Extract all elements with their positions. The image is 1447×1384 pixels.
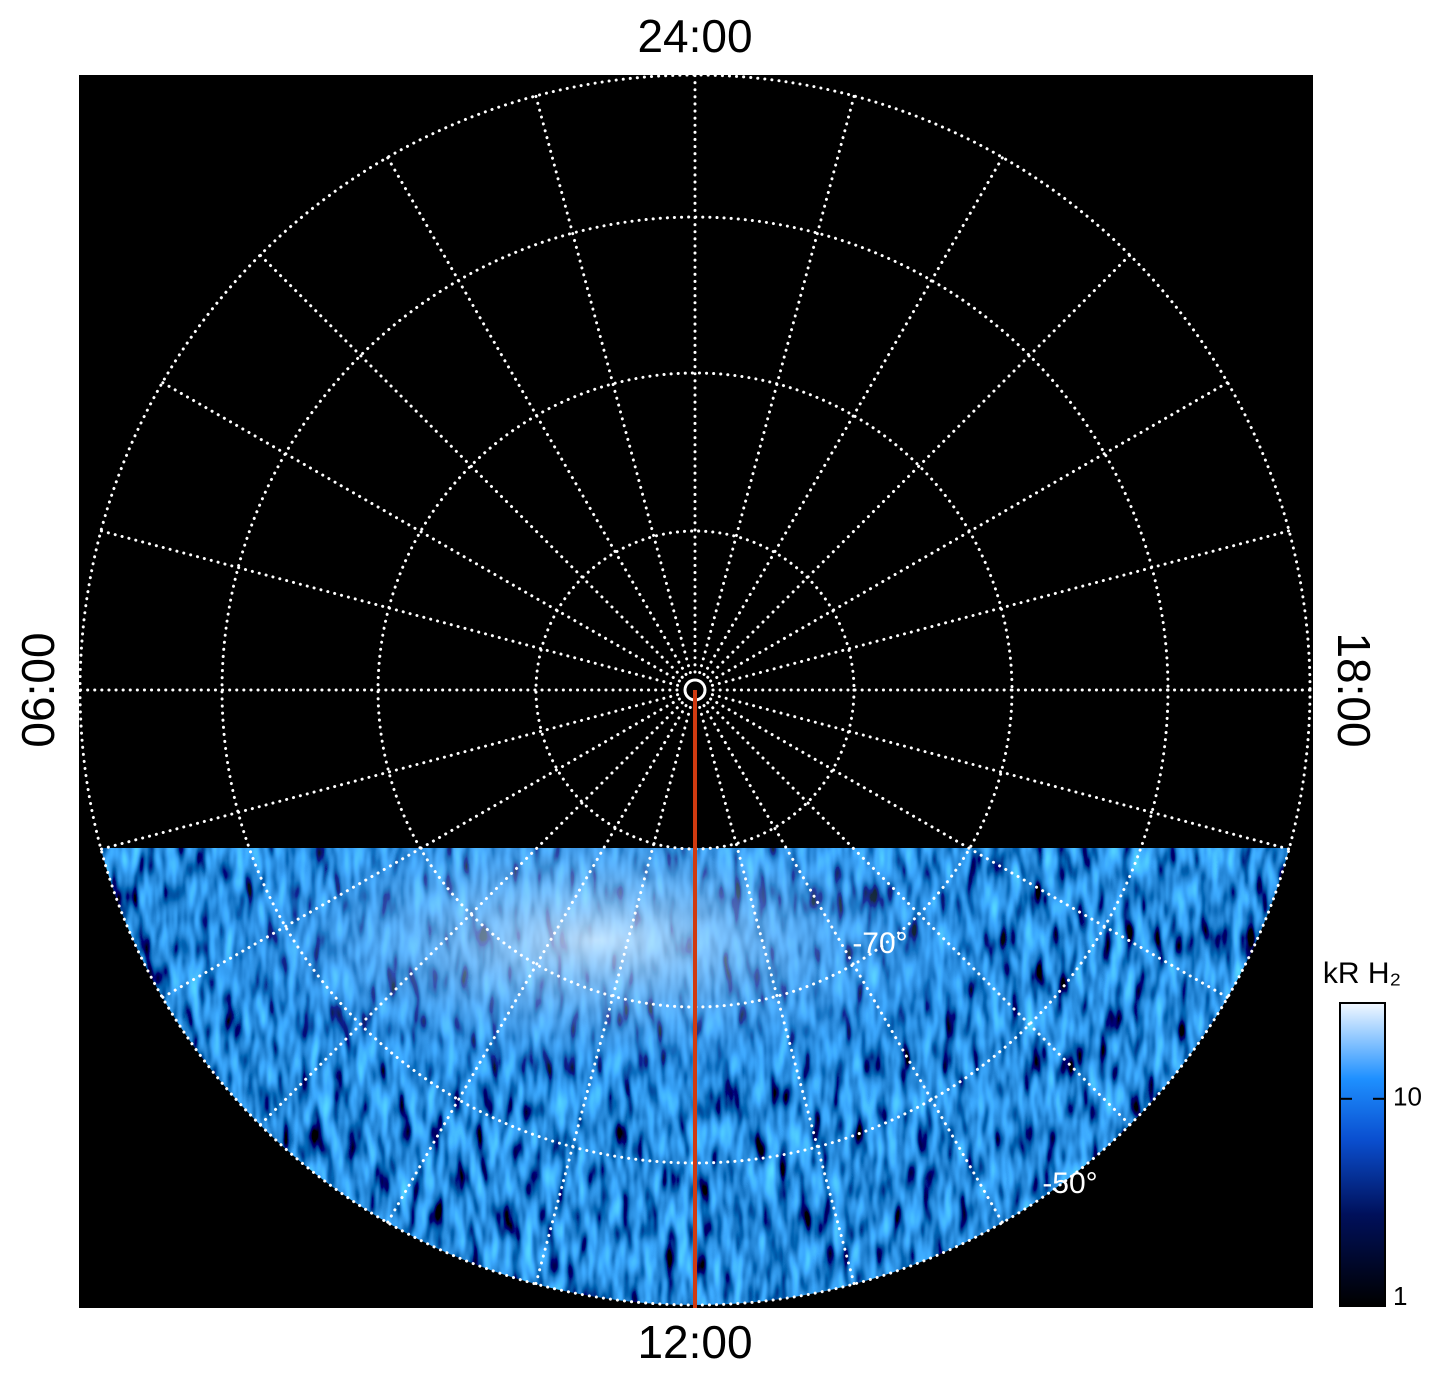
meridian xyxy=(698,705,856,1286)
meridian xyxy=(386,155,688,676)
meridian xyxy=(258,701,684,1127)
meridian xyxy=(706,701,1132,1127)
meridian xyxy=(698,94,856,675)
lt-label-left: 06:00 xyxy=(12,632,64,747)
colorbar-tick-label: 10 xyxy=(1393,1082,1422,1112)
latitude-label: -70° xyxy=(852,927,907,960)
meridian xyxy=(702,155,1004,676)
colorbar-title: kR H₂ xyxy=(1323,957,1401,990)
latitude-label: -50° xyxy=(1042,1167,1097,1200)
colorbar xyxy=(1339,1002,1386,1307)
colorbar-ticks: 1 10 xyxy=(1340,1082,1422,1311)
lt-label-bottom: 12:00 xyxy=(637,1316,752,1368)
meridian xyxy=(710,529,1291,687)
meridian xyxy=(706,253,1132,679)
meridian xyxy=(258,253,684,679)
meridian xyxy=(709,697,1230,999)
meridian xyxy=(386,704,688,1225)
meridian xyxy=(160,381,681,683)
meridian xyxy=(99,529,680,687)
meridian xyxy=(702,704,1004,1225)
meridian xyxy=(710,693,1291,851)
meridian xyxy=(160,697,681,999)
meridian xyxy=(709,381,1230,683)
meridian xyxy=(534,94,692,675)
lt-label-right: 18:00 xyxy=(1328,632,1380,747)
meridian xyxy=(99,693,680,851)
colorbar-tick-label: 1 xyxy=(1393,1281,1407,1311)
lt-label-top: 24:00 xyxy=(637,10,752,62)
meridian xyxy=(534,705,692,1286)
